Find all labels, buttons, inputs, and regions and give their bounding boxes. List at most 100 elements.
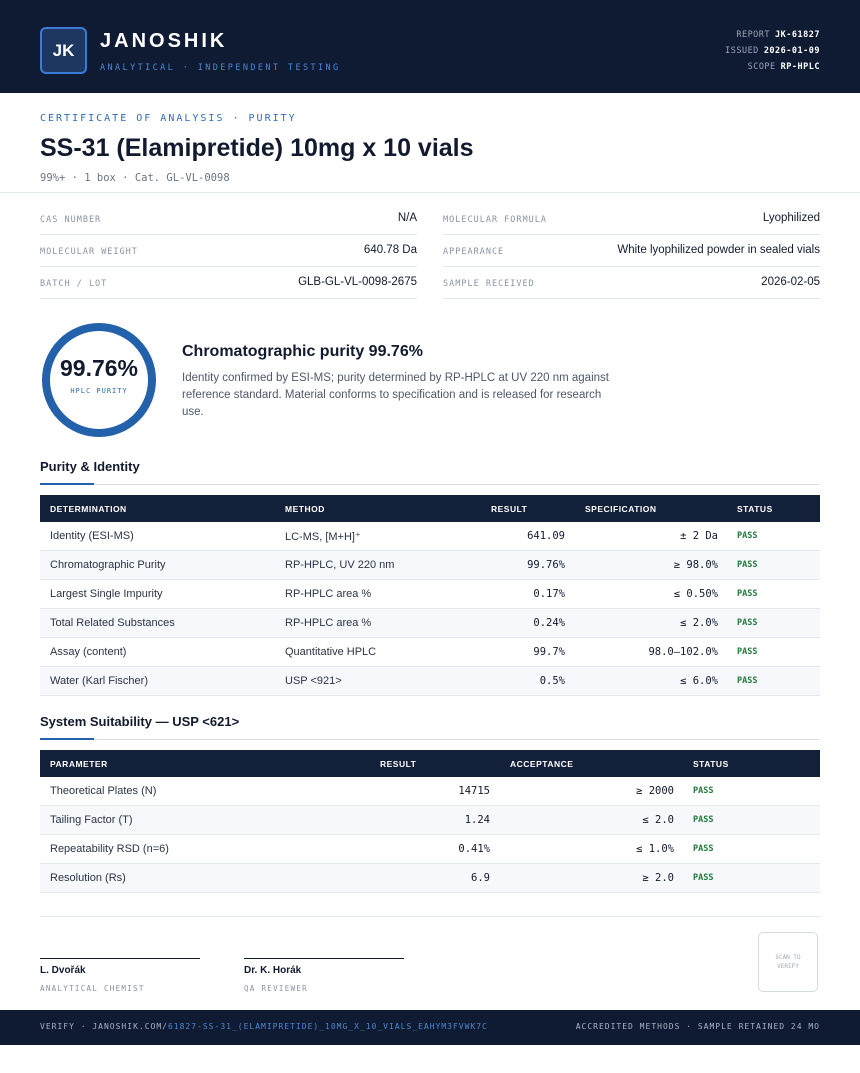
cell: 98.0–102.0% — [648, 646, 718, 658]
tagline: ANALYTICAL · INDEPENDENT TESTING — [100, 63, 341, 73]
property-value: GLB-GL-VL-0098-2675 — [298, 276, 417, 288]
column-header: DETERMINATION — [50, 504, 127, 514]
signature-line — [244, 958, 404, 959]
verify-link[interactable]: 61827-SS-31_(ELAMIPRETIDE)_10MG_X_10_VIA… — [167, 1022, 488, 1031]
status-pass: PASS — [737, 618, 758, 628]
cell: ≤ 2.0 — [642, 814, 674, 826]
cell: Tailing Factor (T) — [50, 814, 133, 826]
purity-label: HPLC PURITY — [70, 387, 128, 395]
summary-text: Identity confirmed by ESI-MS; purity det… — [182, 372, 609, 418]
cell: ± 2 Da — [680, 530, 718, 542]
meta-value: 2026-01-09 — [763, 46, 820, 56]
cell: Chromatographic Purity — [50, 559, 166, 571]
cell: Resolution (Rs) — [50, 872, 126, 884]
property-label: CAS NUMBER — [40, 215, 102, 225]
section-title: System Suitability — USP <621> — [40, 714, 240, 729]
footer-band — [0, 1010, 860, 1045]
table-row — [40, 777, 820, 806]
cell: 0.5% — [539, 675, 565, 687]
property-rule — [443, 266, 820, 267]
property-value: Lyophilized — [762, 212, 820, 224]
table-row — [40, 609, 820, 638]
column-header: SPECIFICATION — [585, 504, 657, 514]
property-value: N/A — [397, 212, 417, 224]
status-pass: PASS — [737, 531, 758, 541]
signer-role: QA REVIEWER — [244, 984, 308, 993]
header-band — [0, 0, 860, 93]
status-pass: PASS — [737, 560, 758, 570]
cell: Largest Single Impurity — [50, 588, 163, 600]
cell: 1.24 — [464, 814, 490, 826]
column-header: PARAMETER — [50, 759, 108, 769]
divider — [40, 916, 820, 917]
cell: Repeatability RSD (n=6) — [50, 843, 169, 855]
cell: RP-HPLC area % — [285, 588, 372, 600]
signer-name: L. Dvořák — [40, 965, 86, 976]
table-row — [40, 638, 820, 667]
property-label: MOLECULAR WEIGHT — [40, 247, 138, 257]
footer-note: ACCREDITED METHODS · SAMPLE RETAINED 24 … — [575, 1022, 820, 1031]
table-row — [40, 551, 820, 580]
column-header: RESULT — [380, 759, 417, 769]
cell: ≥ 98.0% — [673, 559, 718, 571]
section-title: Purity & Identity — [40, 459, 140, 474]
table-row — [40, 667, 820, 696]
cell: Theoretical Plates (N) — [50, 785, 157, 797]
property-rule — [40, 234, 417, 235]
divider — [0, 192, 860, 193]
property-rule — [40, 298, 417, 299]
section-accent — [40, 483, 94, 485]
purity-value: 99.76% — [59, 355, 138, 381]
meta-row: ISSUED 2026-01-09 — [725, 43, 820, 59]
signer-role: ANALYTICAL CHEMIST — [40, 984, 145, 993]
column-header: METHOD — [285, 504, 325, 514]
footer-verify: VERIFY · JANOSHIK.COM/61827-SS-31_(ELAMI… — [40, 1022, 488, 1031]
status-pass: PASS — [693, 873, 714, 883]
signature-line — [40, 958, 200, 959]
property-value: 640.78 Da — [363, 244, 417, 256]
table-row — [40, 835, 820, 864]
verify-label: VERIFY · JANOSHIK.COM/ — [40, 1022, 168, 1031]
cell: ≥ 2000 — [636, 785, 674, 797]
meta-value: JK-61827 — [775, 30, 820, 40]
cell: Identity (ESI-MS) — [50, 530, 134, 542]
brand: JANOSHIK — [100, 30, 228, 52]
cell: ≤ 2.0% — [680, 617, 718, 629]
summary-heading: Chromatographic purity 99.76% — [182, 343, 423, 360]
status-pass: PASS — [737, 589, 758, 599]
property-value: 2026-02-05 — [761, 276, 820, 288]
property-rule — [40, 266, 417, 267]
cell: USP <921> — [285, 675, 342, 687]
qr-stamp: SCAN TO VERIFY — [758, 932, 818, 992]
cell: ≤ 0.50% — [673, 588, 718, 600]
status-pass: PASS — [693, 815, 714, 825]
column-header: STATUS — [737, 504, 773, 514]
cell: 99.7% — [533, 646, 565, 658]
property-rule — [443, 298, 820, 299]
cell: 641.09 — [527, 530, 565, 542]
meta-label: REPORT — [736, 30, 771, 40]
property-label: SAMPLE RECEIVED — [443, 279, 535, 289]
property-rule — [443, 234, 820, 235]
meta-label: ISSUED — [725, 46, 759, 56]
status-pass: PASS — [737, 676, 758, 686]
cell: LC-MS, [M+H]⁺ — [285, 531, 361, 543]
cell: 6.9 — [471, 872, 490, 884]
section-rule — [40, 739, 820, 740]
meta-row: SCOPE RP-HPLC — [725, 59, 820, 75]
cell: Quantitative HPLC — [285, 646, 377, 658]
table-header — [40, 495, 820, 522]
cell: 0.41% — [458, 843, 490, 855]
status-pass: PASS — [693, 844, 714, 854]
subtitle: 99%+ · 1 box · Cat. GL-VL-0098 — [40, 172, 230, 184]
cell: 0.24% — [533, 617, 565, 629]
product-title: SS-31 (Elamipretide) 10mg x 10 vials — [40, 134, 474, 162]
column-header: STATUS — [693, 759, 729, 769]
report-meta: REPORT JK-61827 ISSUED 2026-01-09 SCOPE RP-HP… — [725, 27, 820, 75]
property-label: BATCH / LOT — [40, 279, 108, 289]
cell: RP-HPLC area % — [285, 617, 372, 629]
table-row — [40, 580, 820, 609]
property-label: MOLECULAR FORMULA — [443, 215, 547, 225]
table-row — [40, 864, 820, 893]
